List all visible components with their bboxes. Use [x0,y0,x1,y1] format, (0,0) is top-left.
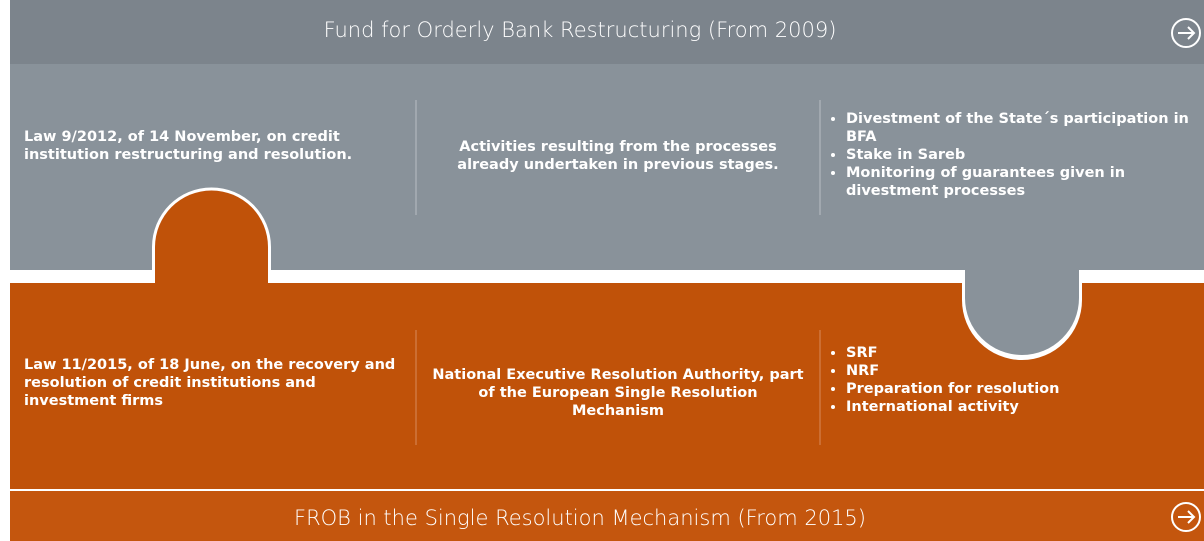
list-item: Divestment of the State´s participation … [846,110,1204,146]
gray-knob [965,266,1079,355]
list-item: Stake in Sareb [846,146,1204,164]
item-list: Divestment of the State´s participation … [828,110,1204,200]
orange-knob [155,190,268,286]
arrow-icon[interactable] [1171,502,1201,532]
arrow-icon[interactable] [1171,18,1201,48]
header-title: Fund for Orderly Bank Restructuring (Fro… [323,18,837,42]
list-item: NRF [846,362,1204,380]
activity-text: Activities resulting from the processes … [457,139,779,173]
law-text: Law 9/2012, of 14 November, on credit in… [24,129,353,163]
activity-text: National Executive Resolution Authority,… [432,367,804,419]
list-item: Monitoring of guarantees given in divest… [846,164,1204,200]
item-list: SRFNRFPreparation for resolutionInternat… [828,344,1204,416]
law-text: Law 11/2015, of 18 June, on the recovery… [24,357,396,409]
header-bar [10,0,1204,64]
footer-bar [10,491,1204,541]
footer-title: FROB in the Single Resolution Mechanism … [293,506,866,530]
list-item: International activity [846,398,1204,416]
list-item: SRF [846,344,1204,362]
list-item: Preparation for resolution [846,380,1204,398]
